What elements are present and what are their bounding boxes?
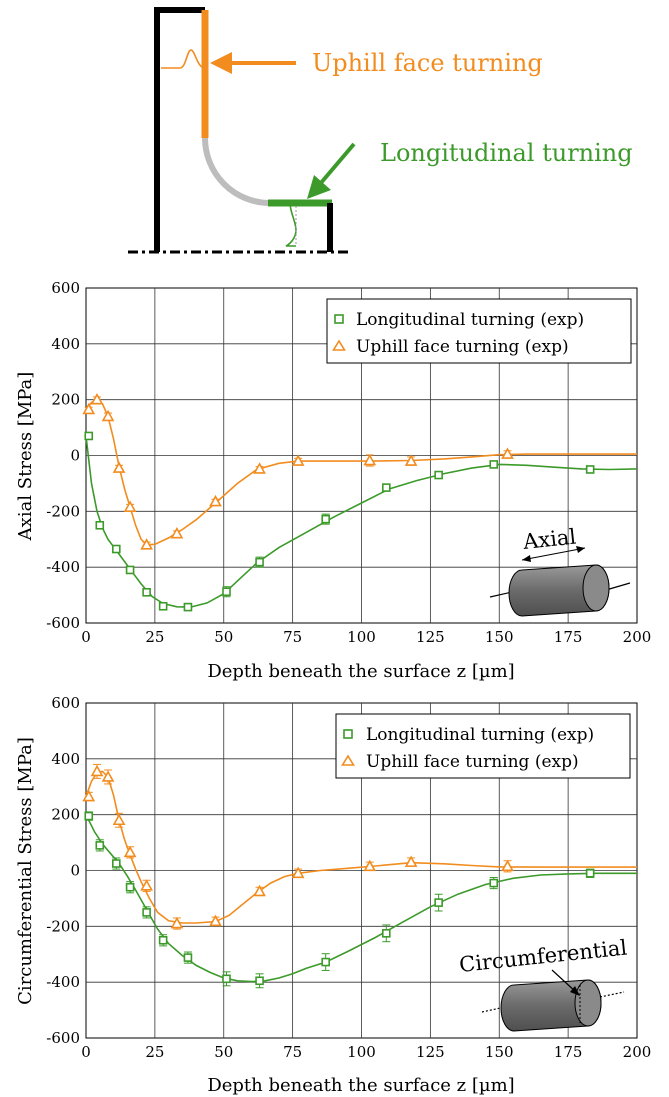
workpiece-outline [157,10,205,252]
uphill-stress-profile-sketch [161,50,205,68]
axial-xtick-label: 50 [214,628,233,646]
circumferential-longitudinal-data-point [184,954,191,961]
axial-xtick-label: 125 [416,628,445,646]
longitudinal-stress-profile-sketch [286,203,296,246]
axial-ytick-label: -200 [46,502,80,520]
circumferential-longitudinal-data-point [223,975,230,982]
circumferential-longitudinal-data-point [143,909,150,916]
axial-longitudinal-data-point [143,589,150,596]
circumferential-longitudinal-data-point [256,977,263,984]
circumferential-xtick-label: 175 [554,1043,583,1061]
axial-ytick-label: 0 [70,447,80,465]
axial-legend-label-longitudinal: Longitudinal turning (exp) [356,310,584,330]
circumferential-longitudinal-data-point [435,899,442,906]
circumferential-xtick-label: 150 [485,1043,514,1061]
circumferential-xtick-label: 0 [81,1043,91,1061]
uphill-label: Uphill face turning [312,49,543,77]
axial-longitudinal-data-point [383,484,390,491]
axial-longitudinal-data-point [96,522,103,529]
axial-longitudinal-data-point [160,603,167,610]
axial-xlabel: Depth beneath the surface z [µm] [207,661,514,682]
axial-longitudinal-data-point [113,546,120,553]
circumferential-xtick-label: 125 [416,1043,445,1061]
axial-longitudinal-data-point [322,516,329,523]
circumferential-longitudinal-data-point [322,959,329,966]
circumferential-xlabel: Depth beneath the surface z [µm] [207,1075,514,1096]
circumferential-stress-chart: 0 25 50 75 100 125 150 175 200 -600 -400 -200 0 200 40… [15,694,651,1096]
axial-longitudinal-data-point [223,588,230,595]
axial-xtick-label: 200 [623,628,652,646]
circumferential-longitudinal-data-point [85,813,92,820]
axial-longitudinal-data-point [127,566,134,573]
circumferential-longitudinal-data-point [490,880,497,887]
circumferential-longitudinal-data-point [127,884,134,891]
axial-ytick-label: 600 [51,279,80,297]
longitudinal-label: Longitudinal turning [380,139,633,167]
uphill-arrow [210,52,296,74]
turned-contour [205,138,270,203]
circumferential-legend-label-longitudinal: Longitudinal turning (exp) [366,725,594,745]
circumferential-xtick-label: 100 [347,1043,376,1061]
axial-ytick-label: 200 [51,391,80,409]
axial-xtick-label: 175 [554,628,583,646]
circumferential-xtick-label: 50 [214,1043,233,1061]
circumferential-ytick-label: -600 [46,1029,80,1047]
circumferential-longitudinal-data-point [383,930,390,937]
axial-stress-chart: 0 25 50 75 100 125 150 175 200 -600 -400 -200 0 200 40… [15,279,651,682]
axial-xtick-label: 100 [347,628,376,646]
axial-legend: Longitudinal turning (exp) Uphill face t… [327,299,631,363]
axial-xtick-label: 25 [145,628,164,646]
circumferential-cylinder-end [575,980,601,1026]
axial-longitudinal-data-point [435,472,442,479]
axial-longitudinal-data-point [587,466,594,473]
axial-longitudinal-data-point [256,559,263,566]
axial-longitudinal-data-point [490,461,497,468]
axial-ytick-label: 400 [51,335,80,353]
circumferential-ytick-label: 600 [51,694,80,712]
circumferential-ytick-label: -400 [46,973,80,991]
axial-xtick-label: 0 [81,628,91,646]
axial-ylabel: Axial Stress [MPa] [15,372,36,542]
machining-diagram: Uphill face turning Longitudinal turning [128,10,633,252]
axial-cylinder-end [583,565,609,611]
circumferential-longitudinal-data-point [96,842,103,849]
circumferential-legend: Longitudinal turning (exp) Uphill face t… [336,714,630,778]
circumferential-ytick-label: -200 [46,917,80,935]
circumferential-ylabel: Circumferential Stress [MPa] [15,737,36,1005]
circumferential-xtick-label: 25 [145,1043,164,1061]
circumferential-xtick-label: 200 [623,1043,652,1061]
axial-xtick-label: 150 [485,628,514,646]
axial-ytick-label: -600 [46,614,80,632]
circumferential-legend-label-uphill: Uphill face turning (exp) [366,752,579,772]
circumferential-ytick-label: 200 [51,806,80,824]
circumferential-longitudinal-data-point [160,937,167,944]
longitudinal-arrow [307,144,354,199]
axial-longitudinal-data-point [184,604,191,611]
circumferential-longitudinal-data-point [587,870,594,877]
circumferential-ytick-label: 400 [51,750,80,768]
circumferential-longitudinal-data-point [113,860,120,867]
axial-longitudinal-data-point [85,432,92,439]
axial-ytick-label: -400 [46,558,80,576]
circumferential-xtick-label: 75 [283,1043,302,1061]
axial-xtick-label: 75 [283,628,302,646]
circumferential-ytick-label: 0 [70,862,80,880]
axial-legend-label-uphill: Uphill face turning (exp) [356,337,569,357]
